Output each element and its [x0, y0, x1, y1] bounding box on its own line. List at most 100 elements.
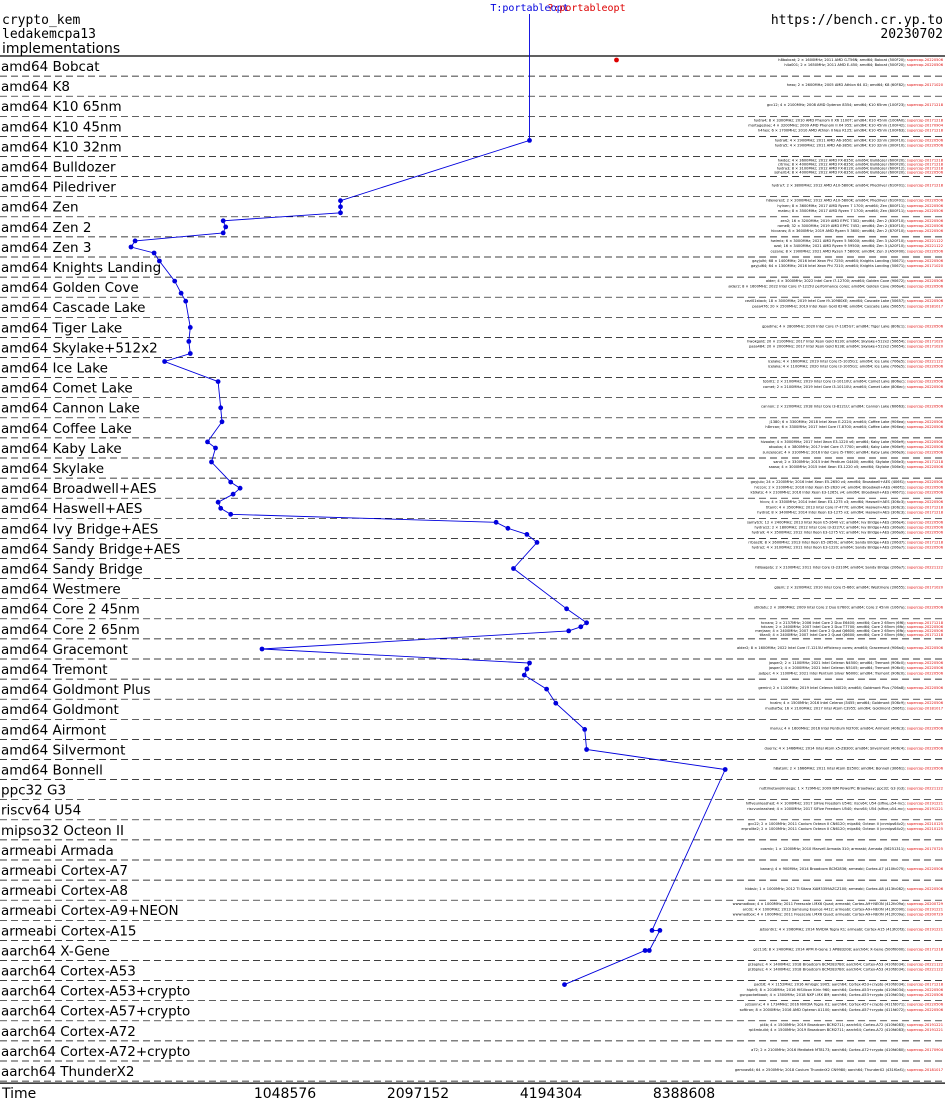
data-point	[657, 928, 663, 933]
row-detail: sunzeiocat; 4 × 3100MHz; 2016 Intel Core…	[763, 450, 944, 454]
row-detail: gemvas64; 64 × 2500MHz; 2018 Cavium Thun…	[735, 1068, 943, 1072]
row-label: amd64 Cannon Lake	[1, 401, 140, 417]
row-detail: rpi4mbuild; 4 × 1500MHz; 2019 Broadcom B…	[749, 1028, 943, 1032]
row-detail: pi3aplus; 4 × 1400MHz; 2018 Broadcom BCM…	[748, 963, 943, 967]
row-detail: gljem; 2 × 3200MHz; 2010 Intel Core i5-6…	[774, 586, 943, 590]
row-detail: h8bobcat; 2 × 1600MHz; 2011 AMD G-T56N; …	[778, 58, 943, 62]
data-point	[527, 138, 532, 143]
row-label: amd64 Cascade Lake	[1, 300, 146, 316]
row-label: aarch64 Cortex-A72+crypto	[1, 1044, 190, 1060]
row-label: armeabi Cortex-A8	[1, 883, 128, 899]
row-detail: j1380; 6 × 3300MHz; 2018 Intel Xeon E-22…	[768, 420, 943, 424]
row-detail: hydra3; 8 × 3100MHz; 2012 AMD FX-8120; a…	[777, 167, 944, 171]
data-point	[259, 646, 265, 652]
data-point	[722, 767, 728, 772]
row-detail: hwimix; 6 × 3000MHz; 2021 AMD Ryzen 5 56…	[771, 239, 943, 243]
row-detail: nuttimetavoilinsegu; 1 × 729MHz; 2009 IB…	[759, 787, 943, 791]
row-detail: h8everest; 2 × 2000MHz; 2012 AMD A10-580…	[766, 199, 943, 203]
data-point	[187, 325, 193, 330]
x-tick-label: 8388608	[653, 1086, 715, 1102]
row-label: amd64 Comet Lake	[1, 381, 133, 397]
row-detail: hbbslc; 1 × 1000MHz; 2012 TI Sitara XAM3…	[745, 887, 944, 891]
data-point	[220, 218, 226, 224]
data-point	[178, 290, 184, 296]
row-detail: kb9ato; 4 × 2100MHz; 2016 Intel Xeon E3-…	[751, 491, 944, 495]
row-label: amd64 K8	[1, 79, 70, 95]
row-detail: titan0; 4 × 3500MHz; 2013 Intel Core i7-…	[766, 505, 944, 509]
data-point	[132, 238, 138, 244]
row-label: armeabi Cortex-A15	[1, 923, 137, 939]
data-point	[128, 244, 134, 250]
row-detail: hydra6; 4 × 2900MHz; 2011 AMD A6-3650; a…	[775, 138, 944, 142]
row-label: aarch64 Cortex-A72	[1, 1024, 136, 1040]
row-detail: hydra7; 2 × 3800MHz; 2012 AMD A10-5800K;…	[772, 184, 944, 188]
data-point	[213, 445, 218, 451]
data-point	[534, 540, 540, 545]
row-detail: bananj; 4 × 900MHz; 2014 Broadcom BCM283…	[760, 867, 943, 871]
row-label: amd64 Zen 3	[1, 240, 91, 256]
data-point	[584, 620, 589, 626]
row-label: amd64 Golden Cove	[1, 280, 139, 296]
row-detail: jasper1; 4 × 2000MHz; 2021 Intel Celeron…	[768, 666, 944, 670]
row-detail: soheil14; 8 × 4000MHz; 2012 AMD FX-8350;…	[774, 171, 943, 175]
row-label: amd64 Goldmont Plus	[1, 682, 151, 698]
data-point	[544, 686, 549, 692]
row-detail: hwokgold; 20 × 2100MHz; 2017 Intel Xeon …	[747, 339, 944, 343]
data-point	[223, 224, 229, 230]
row-detail: hiccaras; 8 × 3600MHz; 2019 AMD Ryzen 5 …	[771, 229, 944, 233]
data-point	[564, 606, 569, 612]
data-point	[493, 519, 499, 525]
row-detail: softiron; 8 × 2000MHz; 2016 AMD Opteron …	[740, 1008, 944, 1012]
row-label: amd64 Silvermont	[1, 742, 125, 758]
data-point	[183, 298, 189, 304]
row-detail: jetsontk1; 4 × 2060MHz; 2014 NVIDIA Tegr…	[759, 927, 943, 931]
row-detail: hydra12; 2 × 1800MHz; 2012 Intel Core i3…	[755, 526, 944, 530]
row-detail: hiptr5; 8 × 2016MHz; 2016 HiSilicon Kiri…	[747, 988, 944, 992]
site-url[interactable]: https://bench.cr.yp.to	[770, 13, 943, 28]
row-detail: duerry; 4 × 1466MHz; 2014 Intel Atom x5-…	[765, 746, 944, 750]
row-detail: gcc12; 4 × 2100MHz; 2008 AMD Opteron 835…	[767, 103, 944, 107]
row-detail: hydra9; 4 × 3500MHz; 2012 Intel Xeon E3-…	[752, 531, 944, 535]
row-detail: alder2; 8 × 1600MHz; 2022 Intel Core i7-…	[728, 284, 943, 288]
row-detail: jetsonnx; 4 × 1734MHz; 2016 NVIDIA Tegra…	[744, 1003, 943, 1007]
data-point	[524, 532, 530, 537]
row-detail: tobi01; 2 × 2100MHz; 2019 Intel Core i3-…	[763, 380, 944, 384]
row-label: amd64 Core 2 65nm	[1, 622, 140, 638]
data-point	[566, 628, 572, 634]
data-point	[524, 666, 530, 672]
data-point	[649, 928, 655, 933]
row-detail: pad16; 4 × 1152MHz; 2016 Amlogic S905; a…	[754, 983, 944, 987]
x-tick-label: 2097152	[387, 1086, 449, 1102]
row-detail: cosmic; 1 × 1200MHz; 2010 Marvell Armada…	[760, 847, 943, 851]
row-detail: jadper; 4 × 1100MHz; 2021 Intel Pentium …	[758, 671, 944, 675]
row-label: armeabi Cortex-A9+NEON	[1, 903, 179, 919]
data-point	[218, 505, 224, 511]
data-point	[187, 351, 193, 356]
row-detail: cannon; 2 × 2200MHz; 2018 Intel Core i3-…	[761, 405, 944, 409]
row-label: aarch64 Cortex-A53	[1, 964, 136, 980]
row-detail: hydra5; 4 × 2900MHz; 2011 AMD A8-3850; a…	[775, 144, 944, 148]
data-point	[584, 747, 589, 752]
header-right: https://bench.cr.yp.to 20230702	[771, 14, 943, 42]
row-label: aarch64 Cortex-A57+crypto	[1, 1004, 190, 1020]
data-point	[582, 727, 588, 732]
row-label: amd64 Knights Landing	[1, 260, 161, 276]
row-label: amd64 Zen	[1, 200, 79, 216]
data-point	[172, 278, 178, 284]
row-detail: mateu; 8 × 3500MHz; 2017 AMD Ryzen 7 170…	[778, 209, 944, 213]
data-point	[646, 948, 652, 953]
data-point	[151, 250, 157, 256]
row-detail: hcalm; 4 × 1500MHz; 2016 Intel Celeron J…	[770, 701, 944, 705]
row-detail: hwdoz; 4 × 3600MHz; 2012 AMD FX-8350; am…	[778, 159, 944, 163]
data-point	[338, 210, 343, 216]
row-detail: hydrat; 8 × 3400MHz; 2014 Intel Xeon E3-…	[757, 511, 943, 515]
row-detail: pi4b; 4 × 1500MHz; 2019 Broadcom BCM2711…	[760, 1023, 943, 1027]
row-detail: cezi01stack; 18 × 3000MHz; 2019 Intel Co…	[745, 299, 944, 303]
row-detail: ozal; 16 × 3400MHz; 2021 AMD Ryzen 9 595…	[774, 244, 943, 248]
row-detail: mudlaf5a; 16 × 2100MHz; 2017 Intel Atom …	[765, 706, 943, 710]
row-label: amd64 Zen 2	[1, 220, 91, 236]
row-detail: icelaka; 4 × 1100MHz; 2020 Intel Core i3…	[768, 365, 944, 369]
row-detail: gayjulo; 24 × 2200MHz; 2016 Intel Xeon E…	[751, 480, 944, 484]
row-detail: gemini; 2 × 1100MHz; 2019 Intel Celeron …	[758, 686, 943, 690]
row-label: amd64 Bulldozer	[1, 160, 116, 176]
